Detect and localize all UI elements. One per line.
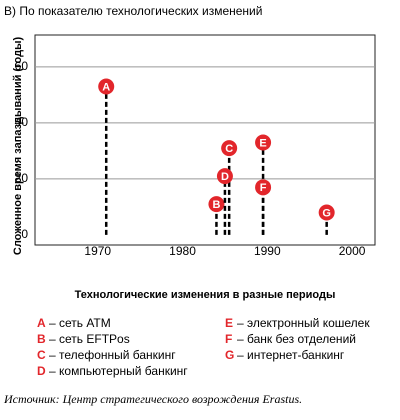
legend-letter: F xyxy=(225,332,232,346)
marker-label: G xyxy=(322,207,331,219)
legend-letter: E xyxy=(225,316,233,330)
legend-letter: G xyxy=(225,348,234,362)
legend-letter: C xyxy=(37,348,46,362)
x-tick-label: 1990 xyxy=(254,244,281,258)
marker xyxy=(98,78,115,95)
marker-label: C xyxy=(225,143,233,155)
legend-text: – сеть АТМ xyxy=(49,316,111,330)
legend-text: – банк без отделений xyxy=(237,332,356,346)
marker xyxy=(216,168,233,185)
marker xyxy=(255,134,272,151)
chart-title: В) По показателю технологических изменен… xyxy=(4,4,262,18)
marker-label: A xyxy=(102,81,110,93)
x-tick-label: 1970 xyxy=(84,244,111,258)
y-axis-label: Сложенное время запаздываний (годы) xyxy=(12,37,24,256)
y-tick-label: 0 xyxy=(21,227,28,241)
marker xyxy=(208,196,225,213)
x-tick-label: 2000 xyxy=(339,244,366,258)
marker xyxy=(318,204,335,221)
legend-letter: D xyxy=(37,364,46,378)
legend-text: – электронный кошелек xyxy=(237,316,370,330)
y-tick-label: 60 xyxy=(15,59,29,73)
y-tick-label: 40 xyxy=(15,115,29,129)
legend-text: – телефонный банкинг xyxy=(49,348,176,362)
x-axis-label: Технологические изменения в разные перио… xyxy=(75,289,336,301)
legend-text: – интернет-банкинг xyxy=(237,348,345,362)
marker-label: E xyxy=(259,137,266,149)
legend-text: – компьютерный банкинг xyxy=(49,364,188,378)
marker-label: D xyxy=(221,171,229,183)
source: Источник: Центр стратегического возрожде… xyxy=(3,392,302,406)
marker-label: B xyxy=(212,199,220,211)
legend-letter: B xyxy=(37,332,46,346)
marker xyxy=(221,140,238,157)
plot-frame xyxy=(34,34,376,246)
marker xyxy=(255,179,272,196)
legend-letter: A xyxy=(37,316,46,330)
x-tick-label: 1980 xyxy=(169,244,196,258)
legend-text: – сеть EFTPos xyxy=(49,332,130,346)
y-tick-label: 20 xyxy=(15,171,29,185)
marker-label: F xyxy=(260,182,267,194)
